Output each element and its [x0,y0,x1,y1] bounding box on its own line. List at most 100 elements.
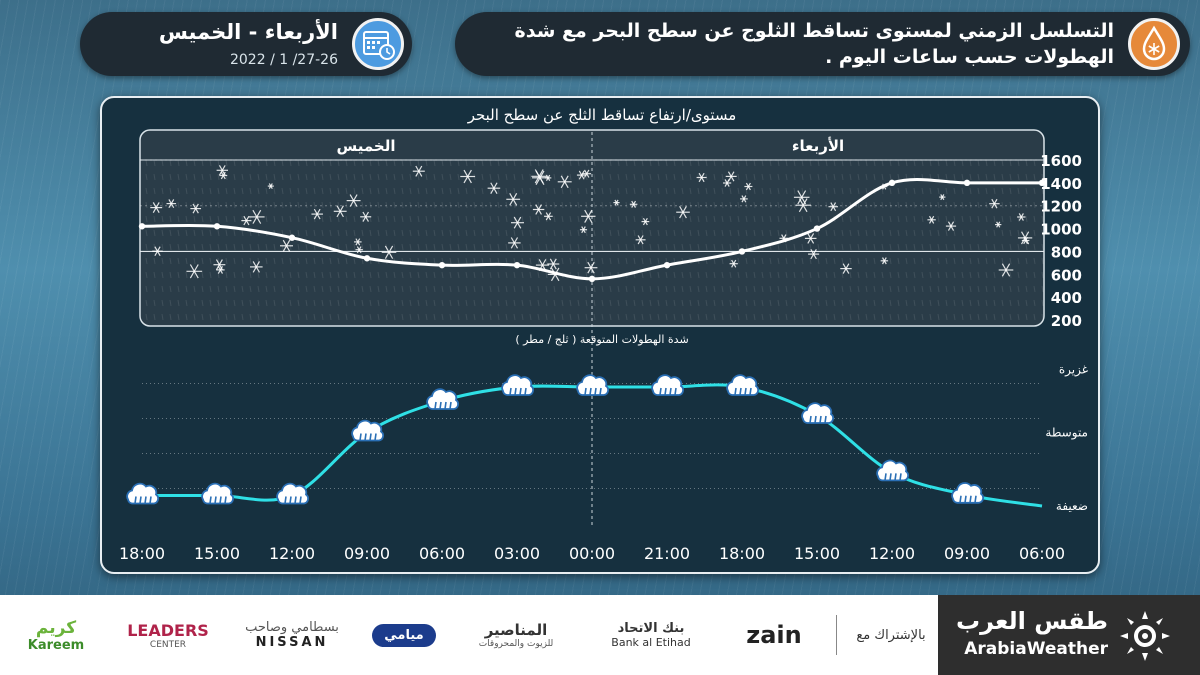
snowflake-icon [186,264,203,279]
snowflake-icon [355,246,363,254]
snowflake-icon [795,198,811,213]
snowflake-icon [1017,213,1026,221]
snowflake-icon [945,221,957,231]
snowflake-icon [346,194,361,207]
sponsor-kareem-ar: كريم [35,617,77,638]
sponsor-zain: zain [722,595,826,675]
sponsor-bank-etihad: بنك الاتحاد Bank al Etihad [586,595,716,675]
snow-ytick-label: 1000 [1040,221,1082,239]
x-tick-label-9: 09:00 [344,544,390,563]
x-tick-label-0: 06:00 [1019,544,1065,563]
snowflake-icon [635,235,646,245]
sponsor-leaders-name: LEADERS [127,620,209,640]
cloud-rain-icon [351,419,384,442]
x-tick-label-8: 06:00 [419,544,465,563]
cloud-rain-icon [426,388,459,410]
date-days: الأربعاء - الخميس [158,20,338,44]
date-banner: الأربعاء - الخميس 2022 / 1 /27-26 [80,12,412,76]
snowflake-icon [510,216,525,229]
snowflake-icon [412,165,425,177]
snow-level-point-8 [438,261,446,269]
x-tick-label-5: 21:00 [644,544,690,563]
sponsor-manaseer-name: المناصير [484,621,548,639]
calendar-clock-icon [352,18,404,70]
snow-ytick-label: 1200 [1040,198,1082,216]
snowflake-icon [840,263,852,274]
snowflake-icon [629,200,638,208]
snowflake-icon [531,169,548,184]
snowflake-icon [267,183,274,190]
snow-level-point-1 [963,179,971,187]
footer-divider [836,615,837,655]
sponsor-bank-etihad-en: Bank al Etihad [611,636,691,649]
snowflake-icon [249,209,265,224]
snow-chart-title: مستوى/ارتفاع تساقط الثلج عن سطح البحر [467,106,737,124]
snowflake-icon [532,204,545,215]
snowflake-icon [557,175,572,189]
snowflake-icon [808,249,820,260]
snow-ytick-label: 1600 [1040,152,1082,170]
snow-ytick-label: 400 [1051,289,1082,307]
page-title: التسلسل الزمني لمستوى تساقط الثلوج عن سط… [474,18,1114,70]
cloud-rain-icon [201,482,234,505]
snowflake-icon [487,182,501,194]
sponsor-miami: ميامي [362,595,446,675]
snowflake-icon [939,194,946,201]
snowflake-icon [360,211,372,222]
snowflakes-decoration [150,165,1033,282]
arabiaweather-brand: طقس العرب ArabiaWeather [938,595,1200,675]
sponsor-footer: طقس العرب ArabiaWeather بالإشتراك مع zai… [0,595,1200,675]
snow-level-point-11 [213,223,221,230]
cloud-rain-icon [726,374,759,396]
cloud-rain-icon [801,402,834,424]
sponsor-leaders-sub: CENTER [149,639,187,650]
chart-panel: مستوى/ارتفاع تساقط الثلج عن سطح البحر الأ… [100,96,1100,574]
sun-swirl-icon [1120,611,1170,661]
precip-ytick-label: ضعيفة [1056,499,1088,513]
rain-texture [145,159,1044,321]
snow-level-chart: مستوى/ارتفاع تساقط الثلج عن سطح البحر الأ… [138,106,1082,528]
brand-english: ArabiaWeather [964,639,1108,659]
snowflake-icon [460,169,476,184]
snowflake-icon [190,203,202,214]
sponsor-leaders: LEADERS CENTER [112,595,224,675]
snow-level-point-5 [663,261,671,269]
snow-level-point-2 [888,179,896,187]
snowflake-icon [740,195,748,203]
snow-ytick-label: 1400 [1040,175,1082,193]
precipitation-chart: شدة الهطولات المتوقعة ( ثلج / مطر ) ضعيفة… [119,333,1088,563]
x-tick-label-7: 03:00 [494,544,540,563]
snow-level-point-12 [138,223,146,230]
snowflake-icon [676,206,690,219]
cloud-rain-icon [951,482,984,504]
sponsor-kareem: كريم Kareem [8,595,104,675]
snowflake-icon [613,199,620,206]
sponsor-manaseer-sub: للزيوت والمحروقات [478,639,554,649]
snowflake-icon [249,261,263,273]
precip-ytick-label: متوسطة [1045,426,1088,441]
day-label-wednesday: الأربعاء [792,137,844,155]
x-tick-label-2: 12:00 [869,544,915,563]
snowflake-icon [219,171,228,180]
sponsor-nissan-name: NISSAN [255,635,329,650]
snowflake-icon [544,212,553,221]
sponsor-bank-etihad-ar: بنك الاتحاد [617,621,685,636]
snow-level-point-4 [738,248,746,255]
sponsor-bustami-nissan: بسطامي وصاحب NISSAN [228,595,356,675]
cloud-rain-icon [651,374,684,396]
x-tick-label-1: 09:00 [944,544,990,563]
snowflake-icon [989,198,1000,209]
title-banner: التسلسل الزمني لمستوى تساقط الثلوج عن سط… [455,12,1190,76]
snow-level-point-6 [588,275,596,283]
chart-canvas: مستوى/ارتفاع تساقط الثلج عن سطح البحر الأ… [119,106,1088,563]
snowflake-icon [152,246,163,257]
snowflake-icon [280,239,293,252]
date-range: 2022 / 1 /27-26 [229,52,338,68]
cloud-rain-icon [126,482,159,505]
snowflake-icon [744,182,753,191]
snowflake-icon [506,193,521,206]
x-tick-label-4: 18:00 [719,544,765,563]
snow-level-point-9 [363,255,371,262]
snowflake-icon [998,263,1014,277]
x-tick-label-6: 00:00 [569,544,615,563]
